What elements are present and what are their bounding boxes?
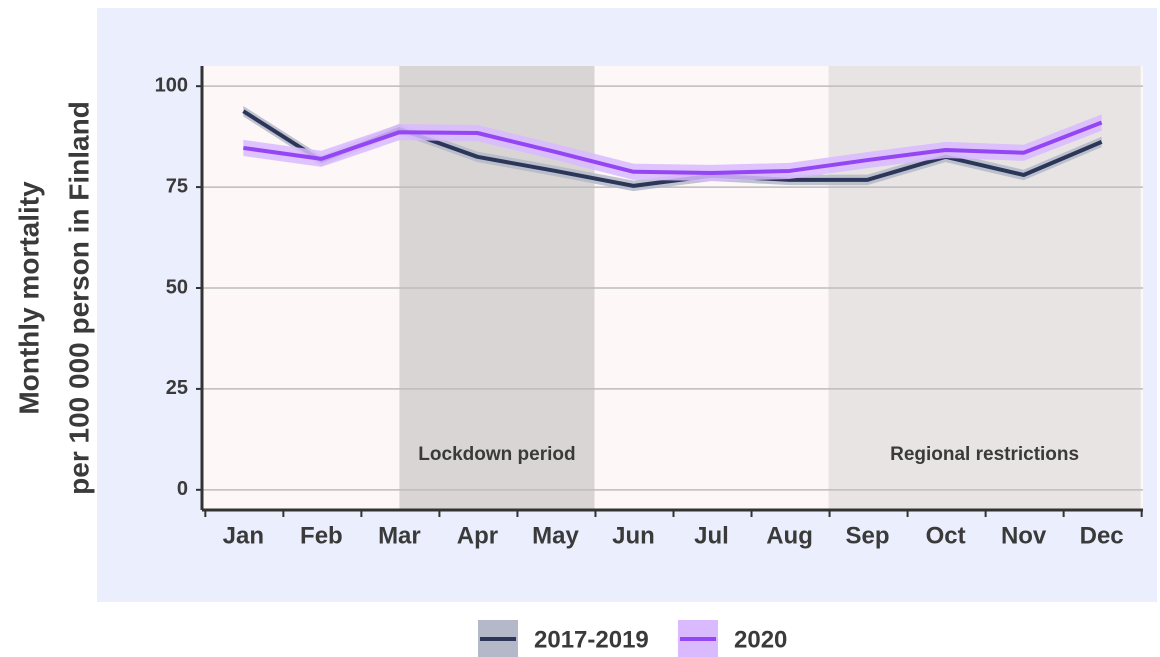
series-line: [243, 120, 1103, 175]
x-tick-label: May: [532, 522, 579, 549]
x-tick-label: Sep: [846, 522, 890, 549]
y-tick-label: 0: [177, 478, 188, 500]
region-label: Lockdown period: [418, 444, 575, 465]
y-tick-label: 100: [155, 74, 188, 96]
x-tick-label: Feb: [300, 522, 343, 549]
y-axis-label: Monthly mortality: [13, 181, 44, 415]
legend-label: 2017-2019: [534, 626, 649, 653]
x-tick-label: Jul: [694, 522, 729, 549]
y-tick-label: 50: [166, 276, 188, 298]
legend-label: 2020: [734, 626, 787, 653]
x-tick-label: Apr: [457, 522, 498, 549]
x-tick-label: Aug: [766, 522, 813, 549]
region-label: Regional restrictions: [890, 444, 1079, 465]
y-tick-label: 75: [166, 175, 188, 197]
x-tick-label: Dec: [1080, 522, 1124, 549]
x-tick-label: Mar: [378, 522, 421, 549]
y-axis-label: per 100 000 person in Finland: [63, 101, 94, 495]
x-tick-label: Oct: [926, 522, 966, 549]
x-tick-label: Jun: [612, 522, 655, 549]
confidence-band: [243, 105, 1102, 192]
y-tick-label: 25: [166, 377, 188, 399]
x-tick-label: Nov: [1001, 522, 1047, 549]
x-tick-label: Jan: [223, 522, 264, 549]
